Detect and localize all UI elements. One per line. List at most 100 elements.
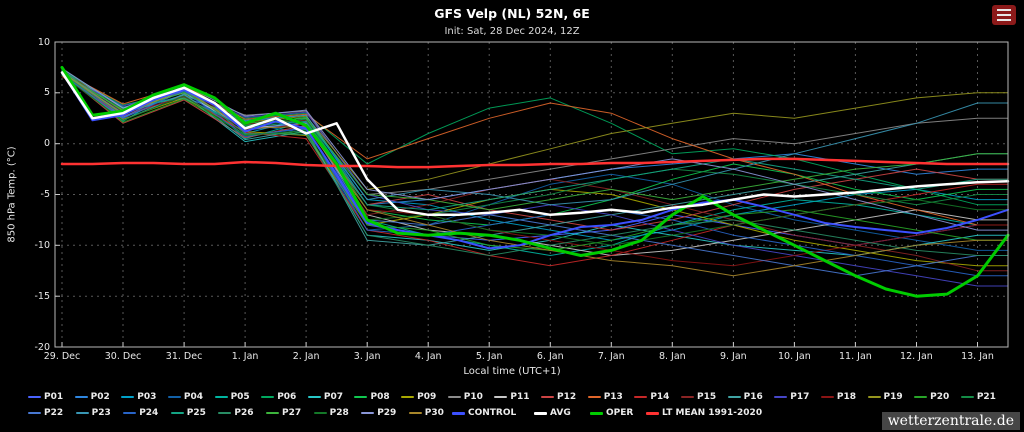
legend-dash-icon [494,396,508,398]
legend-dash-icon [646,411,659,415]
legend-item: P17 [774,392,809,402]
legend-item: P27 [266,407,301,419]
legend-item: P08 [354,392,390,402]
watermark: wetterzentrale.de [881,412,1020,430]
x-tick-label: 1. Jan [231,351,259,362]
x-tick-label: 13. Jan [961,351,994,362]
legend-label: AVG [550,408,571,418]
legend-label: P22 [44,408,64,418]
legend-item: P29 [361,407,396,419]
legend-item: P05 [214,392,250,402]
legend-item: P11 [494,392,530,402]
legend-item: P20 [914,392,949,402]
x-tick-label: 2. Jan [292,351,320,362]
x-axis-label: Local time (UTC+1) [463,366,561,377]
legend-label: P23 [91,408,111,418]
init-time-label: Init: Sat, 28 Dec 2024, 12Z [444,26,580,37]
legend-label: P02 [90,392,110,402]
legend-dash-icon [534,411,547,415]
x-tick-label: 12. Jan [900,351,933,362]
legend-label: P14 [650,392,670,402]
x-tick-label: 6. Jan [536,351,564,362]
legend-dash-icon [354,396,368,398]
legend-label: P30 [424,408,444,418]
legend-item: P15 [680,392,717,402]
legend-item: P12 [541,392,576,402]
y-tick-label: -5 [40,189,50,200]
legend-item: P13 [587,392,623,402]
legend-item: P28 [313,407,349,419]
legend-dash-icon [123,412,137,414]
legend-dash-icon [74,396,88,398]
legend-item: P23 [75,407,111,419]
legend-dash-icon [587,396,601,398]
legend-item: LT MEAN 1991-2020 [646,407,762,419]
legend-item: P14 [634,392,669,402]
legend-label: P15 [696,392,717,402]
legend-label: P06 [277,392,297,402]
legend-dash-icon [960,396,974,398]
legend-dash-icon [307,396,321,398]
legend-row-1: P01 P02 P03 P04 P05 P06 P07 P08 P09 P10 P11 P12 P13 P… [28,391,996,403]
legend-dash-icon [867,396,881,398]
legend-dash-icon [447,396,461,398]
legend-item: P10 [447,392,483,402]
y-tick-label: -20 [34,341,50,353]
x-tick-label: 4. Jan [414,351,442,362]
legend-dash-icon [170,412,184,414]
legend-label: P25 [186,408,206,418]
legend-label: P11 [510,392,530,402]
legend-item: P04 [167,392,203,402]
legend-dash-icon [218,412,232,414]
legend-item: P06 [261,392,296,402]
legend-label: P20 [930,392,950,402]
legend-dash-icon [28,396,41,398]
legend-dash-icon [121,396,135,398]
legend-item: P19 [867,392,903,402]
x-tick-label: 10. Jan [777,351,811,362]
legend-label: P17 [790,392,810,402]
legend-label: P29 [377,408,397,418]
x-tick-label: 9. Jan [719,351,747,362]
x-tick-label: 5. Jan [475,351,503,362]
x-tick-label: 30. Dec [104,351,142,362]
legend-dash-icon [680,396,694,398]
legend-dash-icon [914,396,928,398]
legend-item: P30 [408,407,444,419]
legend-label: P19 [883,392,903,402]
legend-item: P02 [74,392,110,402]
x-tick-label: 29. Dec [43,351,81,362]
y-tick-label: 5 [43,87,50,99]
legend-label: P03 [137,392,157,402]
legend-label: CONTROL [468,408,517,418]
legend-label: P24 [139,408,159,418]
y-tick-label: 10 [37,36,50,48]
legend-dash-icon [541,396,555,398]
y-tick-label: -10 [34,239,50,251]
page-title: GFS Velp (NL) 52N, 6E [434,6,590,21]
legend-item: AVG [534,407,571,419]
legend-dash-icon [266,412,279,414]
legend-dash-icon [590,411,603,415]
legend-dash-icon [401,396,415,398]
legend-item: CONTROL [452,407,516,419]
legend-label: P01 [44,392,64,402]
legend-item: P03 [121,392,156,402]
legend-item: P26 [218,407,254,419]
legend-label: P13 [603,392,623,402]
legend-dash-icon [820,396,834,398]
legend-label: OPER [606,408,634,418]
legend-dash-icon [75,412,89,414]
y-tick-label: 0 [43,138,50,150]
legend-label: P16 [743,392,763,402]
legend-item: P24 [123,407,158,419]
legend-label: P28 [329,408,349,418]
legend-item: OPER [590,407,633,419]
y-tick-label: -15 [34,290,50,302]
legend-item: P09 [401,392,436,402]
legend-dash-icon [634,396,648,398]
legend-dash-icon [727,396,741,398]
menu-button[interactable] [992,5,1016,25]
legend-dash-icon [313,412,327,414]
